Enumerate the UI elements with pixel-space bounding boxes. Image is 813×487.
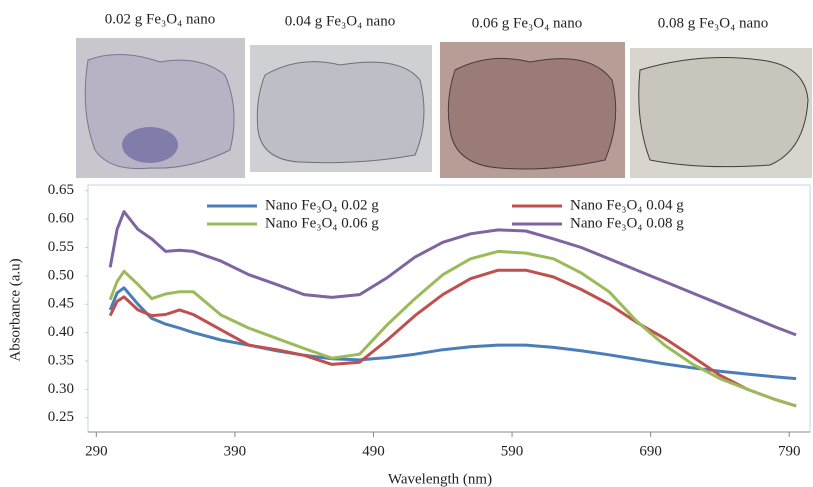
x-axis-label: Wavelength (nm): [388, 471, 492, 487]
y-tick-label: 0.60: [48, 211, 74, 227]
y-tick-label: 0.35: [48, 352, 74, 368]
y-tick-label: 0.25: [48, 409, 74, 425]
x-tick-label: 690: [639, 443, 662, 459]
x-tick-label: 290: [85, 443, 108, 459]
film-shape: [256, 61, 425, 164]
film-shape: [84, 53, 235, 170]
photo-label: 0.06 g Fe₃O₄ nano: [472, 15, 582, 31]
y-axis-label: Absorbance (a.u): [7, 258, 23, 361]
stain: [122, 127, 178, 163]
legend-label: Nano Fe₃O₄ 0.06 g: [265, 215, 379, 231]
x-tick-label: 590: [501, 443, 524, 459]
legend-label: Nano Fe₃O₄ 0.08 g: [570, 215, 684, 231]
x-tick-label: 790: [778, 443, 801, 459]
plot-frame: [87, 184, 811, 433]
legend-label: Nano Fe₃O₄ 0.02 g: [265, 197, 379, 213]
y-tick-label: 0.55: [48, 239, 74, 255]
x-tick-label: 490: [362, 443, 385, 459]
y-tick-label: 0.30: [48, 381, 74, 397]
x-tick-label: 390: [224, 443, 247, 459]
photo-label: 0.08 g Fe₃O₄ nano: [658, 15, 768, 31]
photos: [76, 38, 812, 178]
series-line: [108, 268, 797, 408]
series-line: [108, 249, 797, 408]
y-tick-label: 0.40: [48, 324, 74, 340]
y-tick-label: 0.50: [48, 267, 74, 283]
series-line: [108, 210, 797, 337]
y-tick-label: 0.45: [48, 296, 74, 312]
photo-label: 0.04 g Fe₃O₄ nano: [285, 13, 395, 29]
film-shape: [447, 57, 617, 170]
film-shape: [638, 57, 809, 168]
series-line: [108, 286, 797, 381]
photo-label: 0.02 g Fe₃O₄ nano: [105, 11, 215, 27]
y-tick-label: 0.65: [48, 182, 74, 198]
legend-label: Nano Fe₃O₄ 0.04 g: [570, 197, 684, 213]
